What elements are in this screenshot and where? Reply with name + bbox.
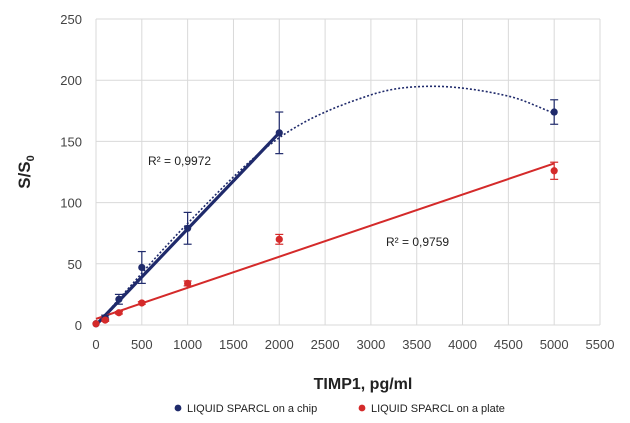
data-point-plate xyxy=(550,167,558,175)
data-point-chip xyxy=(550,108,558,116)
y-tick-label: 50 xyxy=(68,257,82,272)
legend-item: LIQUID SPARCL on a plate xyxy=(358,403,505,415)
legend-marker xyxy=(174,404,182,412)
y-tick-labels: 0 50 100 150 200 250 xyxy=(60,12,82,333)
x-tick-label: 5000 xyxy=(540,337,569,352)
legend-label: LIQUID SPARCL on a chip xyxy=(187,403,317,415)
data-point-plate xyxy=(275,235,283,243)
y-axis-title: S/S0 xyxy=(15,155,37,189)
data-point-chip xyxy=(138,263,146,272)
x-tick-label: 3500 xyxy=(402,337,431,352)
y-tick-label: 200 xyxy=(60,73,82,88)
y-axis-title-subscript: 0 xyxy=(25,155,37,161)
data-points xyxy=(92,108,558,328)
x-tick-label: 500 xyxy=(131,337,153,352)
x-tick-label: 3000 xyxy=(356,337,385,352)
r2-label-chip: R² = 0,9972 xyxy=(148,154,211,168)
data-point-plate xyxy=(138,299,146,307)
legend-label: LIQUID SPARCL on a plate xyxy=(371,403,505,415)
legend: LIQUID SPARCL on a chip LIQUID SPARCL on … xyxy=(174,403,505,415)
y-tick-label: 0 xyxy=(75,318,82,333)
data-point-plate xyxy=(115,309,123,317)
y-tick-label: 250 xyxy=(60,12,82,27)
data-point-chip xyxy=(184,224,192,232)
data-point-chip xyxy=(115,295,123,303)
svg-text:S/S0: S/S0 xyxy=(15,155,37,189)
r2-label-plate: R² = 0,9759 xyxy=(386,235,449,249)
x-tick-labels: 0 500 1000 1500 2000 2500 3000 3500 4000 4500 5000… xyxy=(92,337,614,352)
x-tick-label: 2500 xyxy=(311,337,340,352)
error-bars xyxy=(101,99,559,322)
x-tick-label: 0 xyxy=(92,337,99,352)
grid xyxy=(95,18,601,326)
x-tick-label: 1500 xyxy=(219,337,248,352)
data-point-chip xyxy=(275,129,283,137)
data-point-plate xyxy=(92,320,100,328)
x-tick-label: 4000 xyxy=(448,337,477,352)
x-tick-label: 4500 xyxy=(494,337,523,352)
y-axis-title-main: S/S xyxy=(15,161,34,188)
y-tick-label: 100 xyxy=(60,196,82,211)
data-point-plate xyxy=(184,279,192,287)
x-axis-title: TIMP1, pg/ml xyxy=(314,376,413,393)
x-tick-label: 2000 xyxy=(265,337,294,352)
legend-marker xyxy=(358,404,366,412)
fit-line-1 xyxy=(95,162,555,320)
x-tick-label: 5500 xyxy=(586,337,615,352)
legend-item: LIQUID SPARCL on a chip xyxy=(174,403,317,415)
data-point-plate xyxy=(101,316,109,324)
x-tick-label: 1000 xyxy=(173,337,202,352)
y-tick-label: 150 xyxy=(60,134,82,149)
